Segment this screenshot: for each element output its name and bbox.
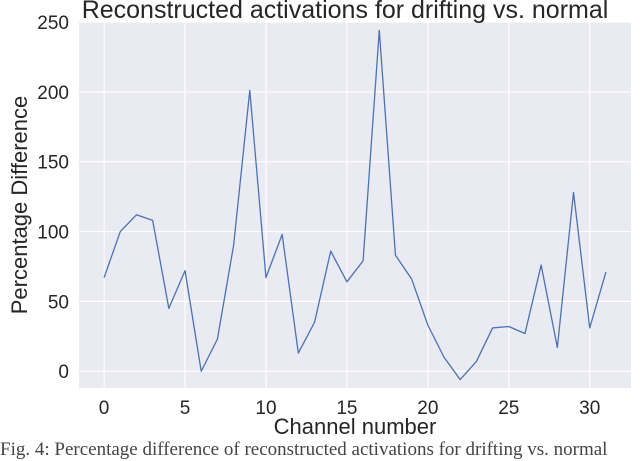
y-tick-label: 100 [37, 223, 69, 244]
y-tick-label: 50 [48, 292, 69, 313]
chart-title: Reconstructed activations for drifting v… [82, 0, 609, 24]
grid-lines [79, 21, 631, 388]
y-tick-label: 250 [37, 13, 69, 34]
tick-labels: 0 5 10 15 20 25 30 0 50 100 150 200 250 [37, 13, 600, 419]
x-tick-label: 20 [417, 398, 438, 419]
x-tick-label: 30 [579, 398, 600, 419]
figure-caption: Fig. 4: Percentage difference of reconst… [0, 439, 608, 460]
y-tick-label: 0 [58, 362, 69, 383]
line-chart: 0 5 10 15 20 25 30 0 50 100 150 200 250 Reconstructe… [7, 0, 631, 438]
x-tick-label: 10 [255, 398, 276, 419]
series-line [103, 29, 607, 381]
y-tick-label: 200 [37, 83, 69, 104]
x-axis-label: Channel number [274, 414, 437, 438]
y-axis-label: Percentage Difference [7, 96, 32, 315]
x-tick-label: 25 [498, 398, 519, 419]
series-layer [103, 29, 607, 381]
x-tick-label: 15 [336, 398, 357, 419]
plot-area [79, 22, 631, 388]
x-tick-label: 5 [180, 398, 191, 419]
x-tick-label: 0 [99, 398, 110, 419]
y-tick-label: 150 [37, 153, 69, 174]
